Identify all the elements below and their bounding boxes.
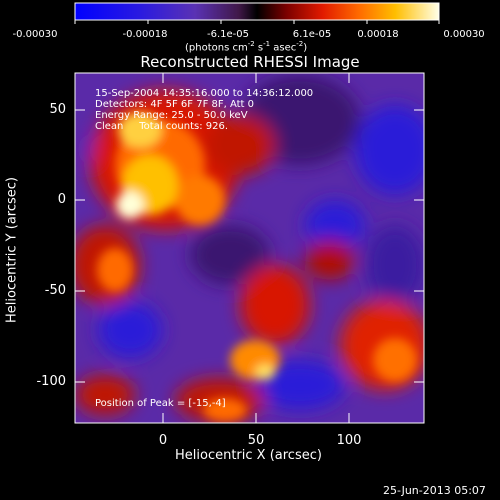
axis-ticks (75, 73, 424, 423)
chart-title: Reconstructed RHESSI Image (140, 53, 360, 71)
y-tick-label: 0 (57, 192, 66, 207)
colorbar-tick-label: 6.1e-05 (292, 29, 332, 40)
colorbar-ticks (74, 20, 440, 24)
x-tick-label: 50 (247, 433, 265, 448)
annotation-clean: Clean Total counts: 926. (95, 121, 229, 132)
colorbar-tick-label: 0.00030 (443, 29, 485, 40)
annotation-energy: Energy Range: 25.0 - 50.0 keV (95, 110, 248, 121)
annotation-time: 15-Sep-2004 14:35:16.000 to 14:36:12.000 (95, 88, 314, 99)
y-tick-label: -100 (36, 374, 66, 389)
footer-date: 25-Jun-2013 05:07 (383, 484, 486, 497)
colorbar-tick-label: 0.00018 (357, 29, 399, 40)
colorbar-unit: (photons cm-2 s-1 asec-2) (185, 40, 308, 54)
x-tick-label: 0 (158, 433, 168, 448)
colorbar-tick-label: -0.00018 (122, 29, 168, 40)
colorbar-tick-label: -0.00030 (12, 29, 58, 40)
colorbar-gradient (74, 2, 440, 21)
heatmap-image (75, 73, 424, 423)
colorbar (74, 2, 440, 24)
y-tick-label: 50 (49, 102, 66, 117)
y-tick-label: -50 (44, 283, 66, 298)
y-axis-label: Heliocentric Y (arcsec) (4, 177, 20, 323)
plot-frame (74, 72, 425, 424)
colorbar-tick-label: -6.1e-05 (207, 29, 249, 40)
x-tick-label: 100 (336, 433, 362, 448)
x-axis-label: Heliocentric X (arcsec) (175, 448, 322, 463)
annotation-detectors: Detectors: 4F 5F 6F 7F 8F, Att 0 (95, 99, 255, 110)
peak-position-label: Position of Peak = [-15,-4] (95, 398, 226, 409)
